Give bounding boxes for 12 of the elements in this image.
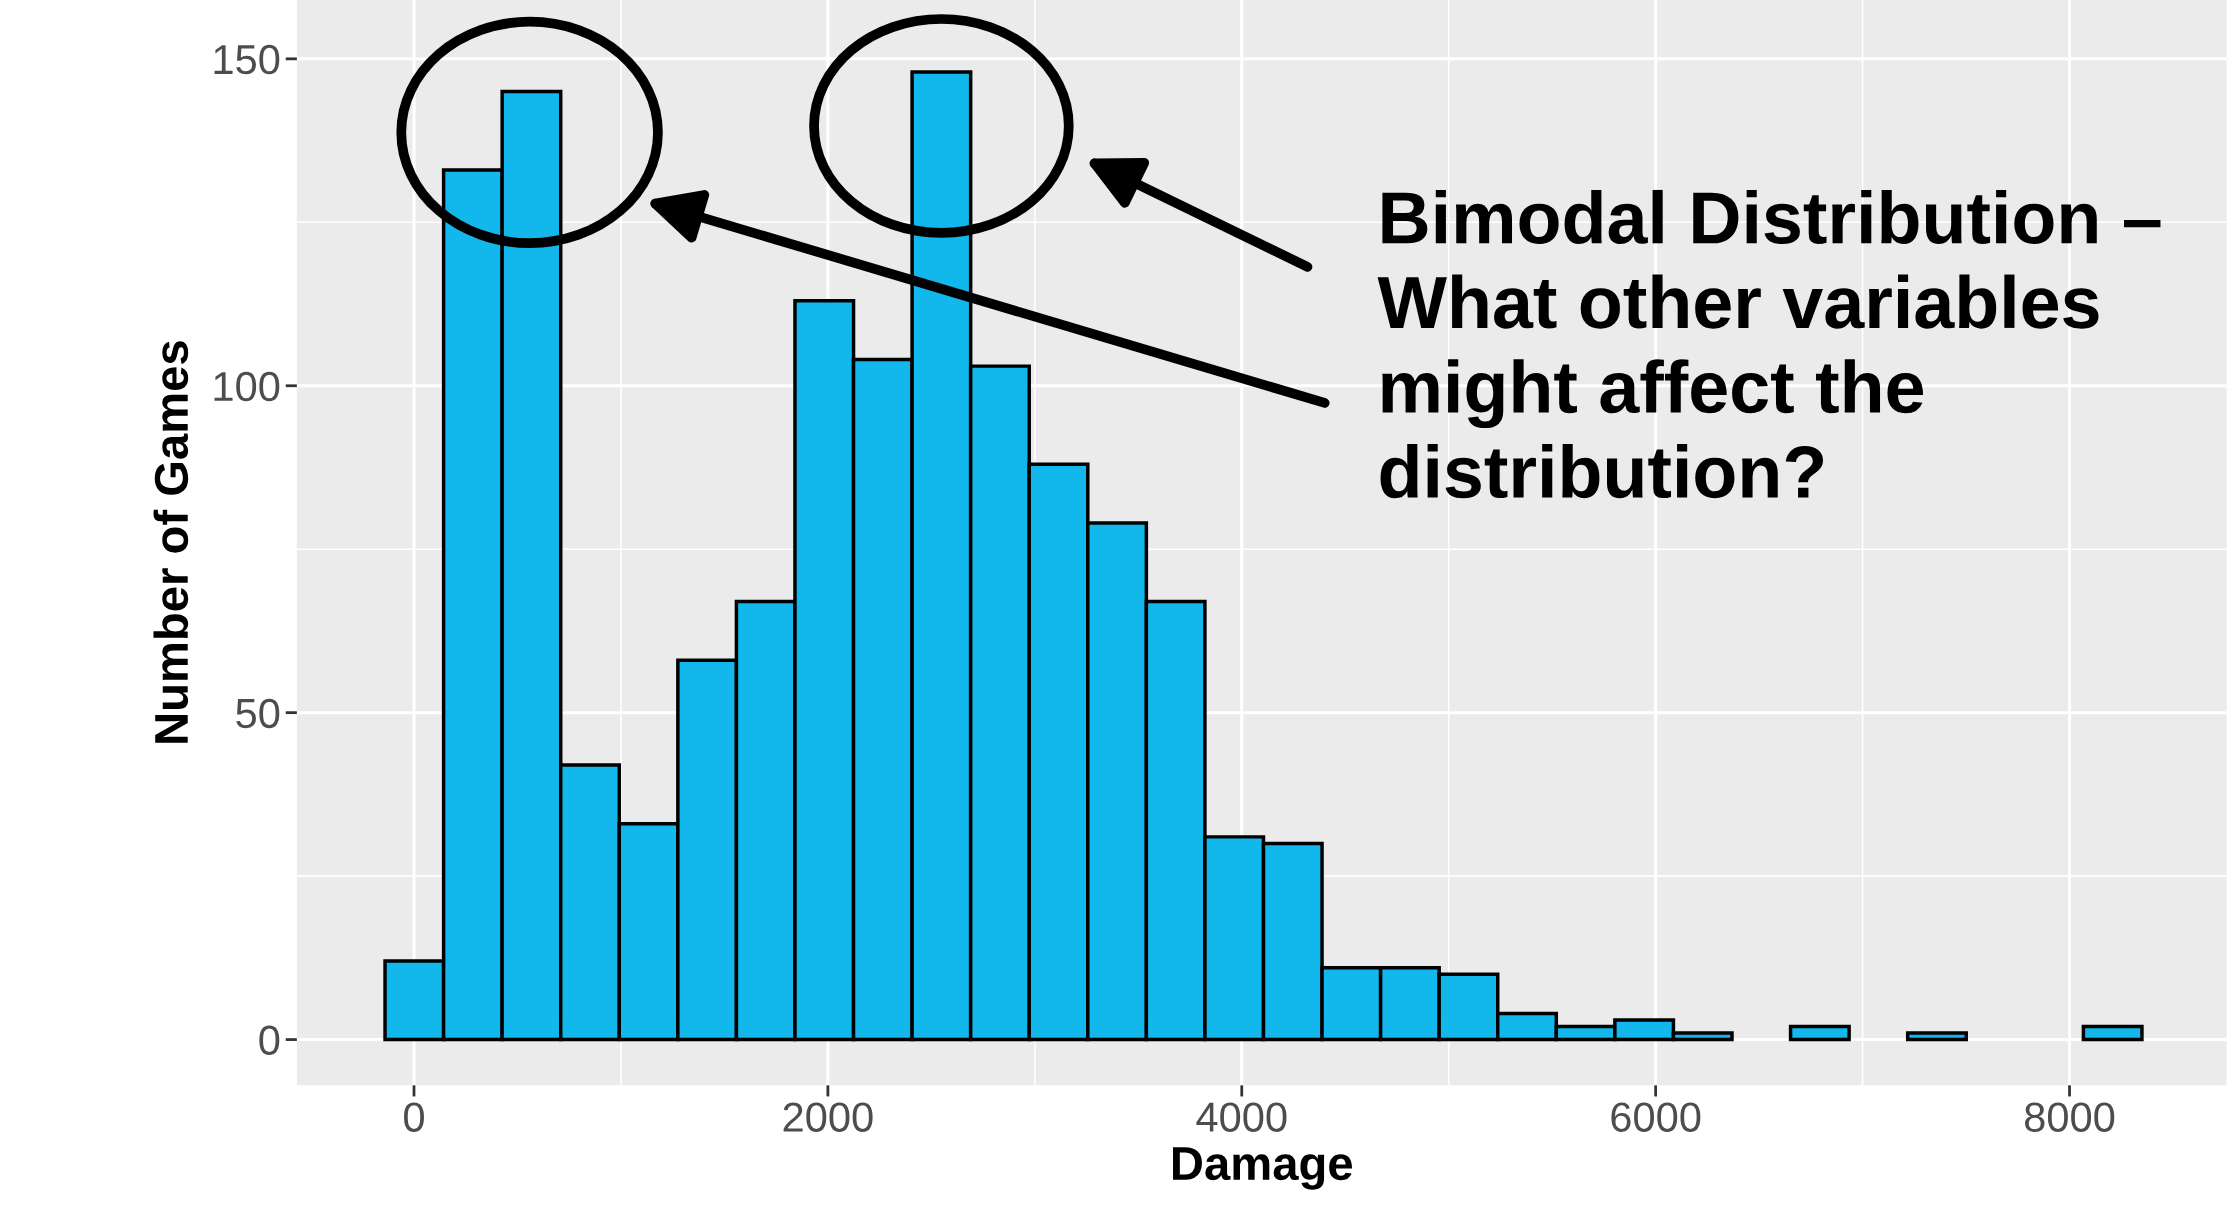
y-tick-label: 0 <box>259 1025 280 1056</box>
x-tick-label: 6000 <box>1611 1102 1701 1132</box>
x-tick-label: 0 <box>404 1102 424 1132</box>
y-tick-label: 150 <box>214 44 280 75</box>
y-axis-title: Number of Games <box>153 341 189 743</box>
x-axis-title: Damage <box>1173 1147 1352 1190</box>
y-tick-label: 100 <box>214 371 280 402</box>
x-tick-label: 8000 <box>2024 1102 2115 1132</box>
y-tick-label: 50 <box>236 698 280 729</box>
x-tick-label: 2000 <box>783 1102 873 1132</box>
x-tick-label: 4000 <box>1196 1102 1287 1132</box>
annotation: Bimodal Distribution – What other variables might affect the distribution? <box>1377 189 2161 499</box>
